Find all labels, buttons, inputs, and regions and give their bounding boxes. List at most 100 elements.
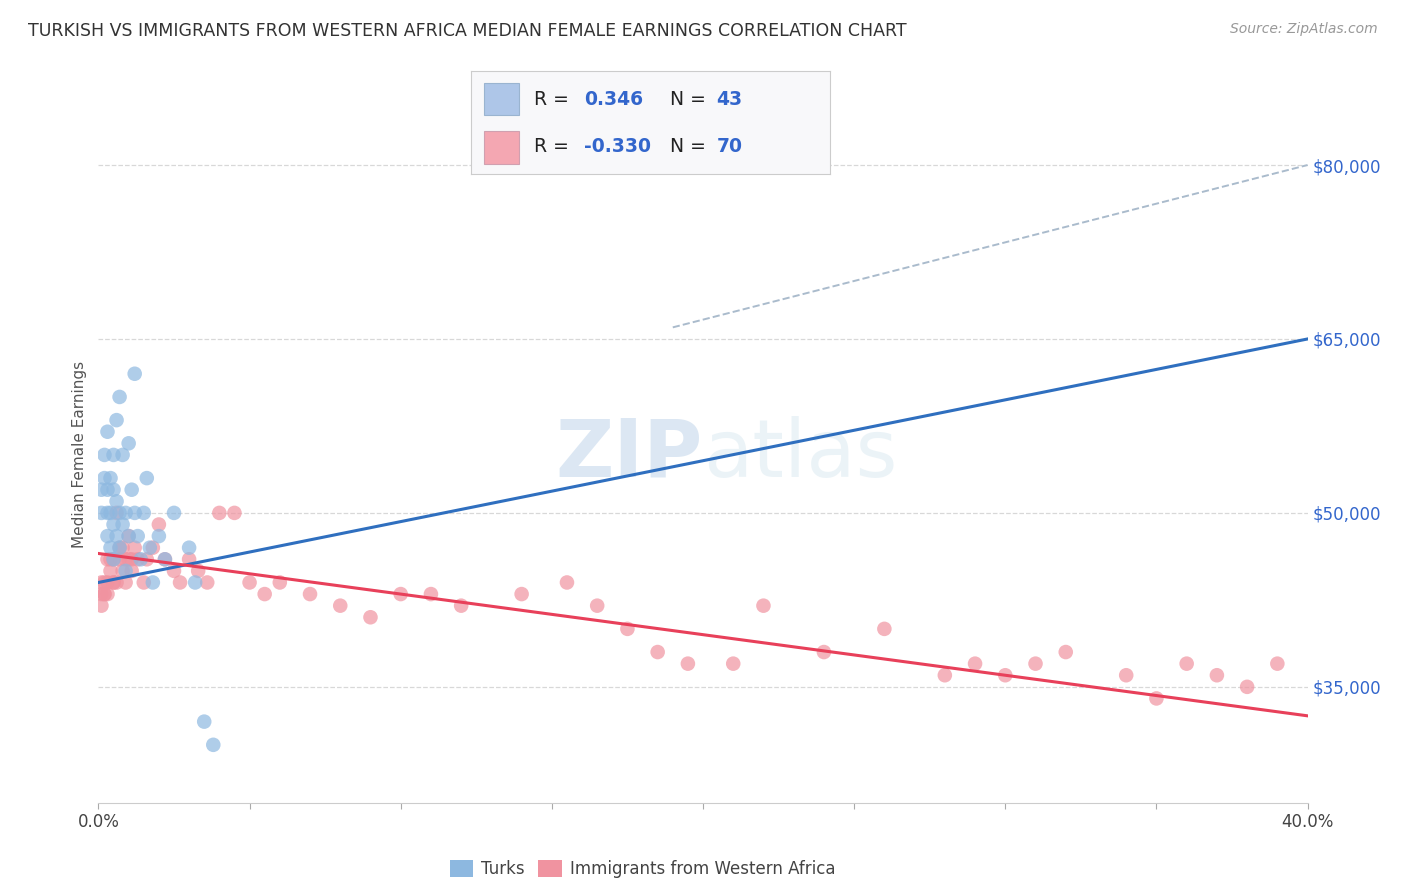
Text: TURKISH VS IMMIGRANTS FROM WESTERN AFRICA MEDIAN FEMALE EARNINGS CORRELATION CHA: TURKISH VS IMMIGRANTS FROM WESTERN AFRIC…	[28, 22, 907, 40]
Point	[108, 541, 131, 555]
Point	[96, 575, 118, 590]
Point	[103, 552, 125, 566]
Point	[108, 506, 131, 520]
Point	[139, 541, 162, 555]
Point	[118, 436, 141, 450]
Point	[124, 541, 146, 555]
Point	[1115, 668, 1137, 682]
Text: 70: 70	[717, 136, 742, 156]
Point	[93, 587, 115, 601]
FancyBboxPatch shape	[484, 83, 519, 115]
Point	[994, 668, 1017, 682]
Point	[1175, 657, 1198, 671]
Point	[676, 657, 699, 671]
Point	[100, 471, 122, 485]
Point	[179, 552, 201, 566]
Point	[965, 657, 987, 671]
Point	[111, 541, 134, 555]
Point	[96, 552, 118, 566]
Text: R =: R =	[534, 136, 575, 156]
Point	[148, 529, 170, 543]
Point	[239, 575, 262, 590]
Text: N =: N =	[671, 89, 711, 109]
Text: ZIP: ZIP	[555, 416, 703, 494]
FancyBboxPatch shape	[484, 131, 519, 163]
Point	[93, 448, 115, 462]
Point	[90, 506, 112, 520]
Point	[329, 599, 352, 613]
Point	[360, 610, 382, 624]
Legend: Turks, Immigrants from Western Africa: Turks, Immigrants from Western Africa	[443, 854, 842, 885]
Point	[389, 587, 412, 601]
Point	[153, 552, 176, 566]
Point	[208, 506, 231, 520]
Point	[179, 541, 201, 555]
Text: R =: R =	[534, 89, 575, 109]
Point	[105, 575, 128, 590]
Point	[96, 483, 118, 497]
Point	[616, 622, 638, 636]
Point	[450, 599, 472, 613]
Point	[873, 622, 896, 636]
Point	[1024, 657, 1046, 671]
Point	[752, 599, 775, 613]
Point	[124, 506, 146, 520]
Point	[127, 529, 149, 543]
Point	[118, 529, 141, 543]
Text: 0.346: 0.346	[583, 89, 643, 109]
Point	[114, 575, 136, 590]
Point	[103, 483, 125, 497]
Point	[118, 529, 141, 543]
Point	[1267, 657, 1289, 671]
Point	[103, 448, 125, 462]
Point	[108, 552, 131, 566]
Point	[96, 529, 118, 543]
Point	[813, 645, 835, 659]
Point	[114, 564, 136, 578]
Point	[1144, 691, 1167, 706]
Point	[934, 668, 956, 682]
Point	[129, 552, 152, 566]
Point	[299, 587, 322, 601]
Point	[420, 587, 443, 601]
Point	[647, 645, 669, 659]
Point	[108, 541, 131, 555]
Point	[100, 564, 122, 578]
Point	[1206, 668, 1229, 682]
Point	[111, 564, 134, 578]
Point	[1054, 645, 1077, 659]
Point	[184, 575, 207, 590]
Point	[224, 506, 246, 520]
Text: N =: N =	[671, 136, 711, 156]
Point	[93, 587, 115, 601]
Point	[111, 448, 134, 462]
Point	[96, 506, 118, 520]
Point	[121, 552, 143, 566]
Point	[121, 483, 143, 497]
Text: -0.330: -0.330	[583, 136, 651, 156]
Point	[148, 517, 170, 532]
Point	[90, 575, 112, 590]
Point	[103, 575, 125, 590]
Point	[93, 471, 115, 485]
Point	[108, 390, 131, 404]
Point	[100, 541, 122, 555]
Point	[90, 599, 112, 613]
Point	[124, 367, 146, 381]
Point	[100, 506, 122, 520]
Point	[555, 575, 578, 590]
Point	[193, 714, 215, 729]
Point	[93, 575, 115, 590]
Point	[163, 564, 186, 578]
Point	[153, 552, 176, 566]
Point	[586, 599, 609, 613]
Point	[142, 575, 165, 590]
Point	[127, 552, 149, 566]
Point	[118, 552, 141, 566]
Point	[510, 587, 533, 601]
Point	[195, 575, 218, 590]
Point	[105, 529, 128, 543]
Point	[142, 541, 165, 555]
Point	[111, 517, 134, 532]
Text: atlas: atlas	[703, 416, 897, 494]
